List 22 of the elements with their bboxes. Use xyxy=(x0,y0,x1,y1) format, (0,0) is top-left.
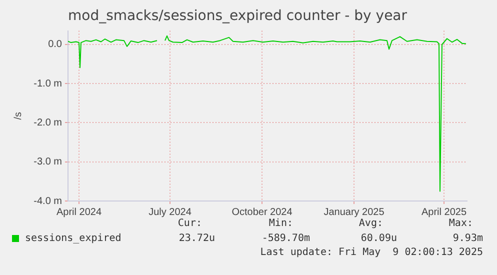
y-tick-label: -2.0 m xyxy=(34,117,62,128)
x-tick-label: January 2025 xyxy=(324,206,385,218)
text: Last update: Fri May 9 02:00:13 2025 xyxy=(260,247,483,258)
chart-title: mod_smacks/sessions_expired counter - by year xyxy=(68,8,408,24)
x-tick-label: April 2024 xyxy=(56,206,102,218)
x-tick-label: April 2025 xyxy=(421,206,467,218)
text: Avg: xyxy=(358,218,383,229)
y-tick-label: -4.0 m xyxy=(34,196,62,207)
text: 9.93m xyxy=(452,233,483,244)
x-tick-label: October 2024 xyxy=(232,206,293,218)
text: 60.09u xyxy=(360,233,397,244)
y-tick-label: -1.0 m xyxy=(34,78,62,90)
text: Max: xyxy=(448,218,473,229)
y-axis-title: /s xyxy=(12,112,24,120)
y-tick-label: 0.0 xyxy=(48,39,62,50)
x-tick-label: July 2024 xyxy=(148,206,192,218)
text: Min: xyxy=(268,218,293,229)
legend-label: sessions_expired xyxy=(25,233,122,244)
text: -589.70m xyxy=(262,233,310,244)
text: 23.72u xyxy=(178,233,215,244)
text: Cur: xyxy=(178,218,202,229)
y-tick-label: -3.0 m xyxy=(34,156,62,168)
